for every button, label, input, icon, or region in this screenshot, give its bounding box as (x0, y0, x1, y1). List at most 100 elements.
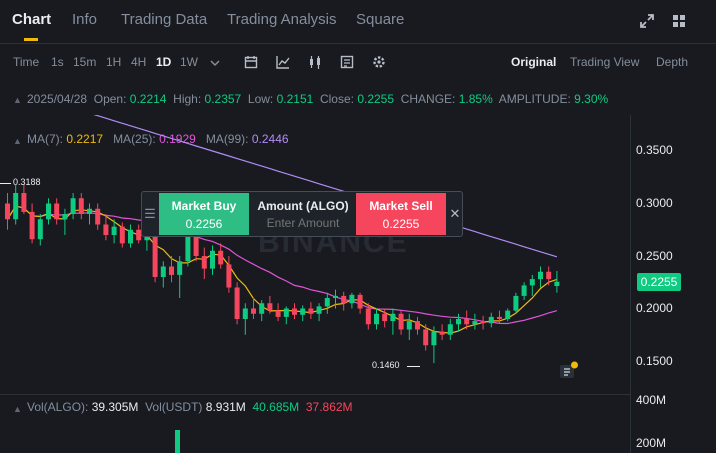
candle-body[interactable] (292, 308, 297, 315)
candle-body[interactable] (488, 316, 494, 324)
candle-body[interactable] (316, 306, 322, 314)
candle-body[interactable] (308, 308, 314, 314)
candle-body[interactable] (5, 203, 10, 220)
candle-body[interactable] (185, 235, 191, 262)
candle-body[interactable] (423, 329, 429, 346)
candle-body[interactable] (95, 208, 101, 225)
price-alert-icon[interactable] (559, 361, 579, 381)
candle-body[interactable] (398, 313, 404, 330)
candle-body[interactable] (37, 219, 43, 240)
market-sell-button[interactable]: Market Sell 0.2255 (356, 193, 446, 235)
candle-body[interactable] (480, 321, 486, 324)
candle-body[interactable] (54, 203, 60, 220)
candle-body[interactable] (505, 310, 511, 319)
candle-body[interactable] (357, 294, 363, 309)
candle-body[interactable] (78, 198, 84, 214)
candle-body[interactable] (341, 295, 347, 304)
tab-trading-data[interactable]: Trading Data (121, 11, 208, 28)
calendar-icon[interactable] (243, 54, 259, 70)
amount-input[interactable] (253, 216, 353, 230)
candle-body[interactable] (226, 264, 232, 288)
candle-body[interactable] (119, 226, 125, 244)
candle-body[interactable] (415, 321, 420, 330)
candle-body[interactable] (538, 271, 543, 280)
indicator-icon[interactable] (275, 54, 291, 70)
chevron-down-icon[interactable] (210, 59, 220, 67)
candle-type-icon[interactable] (307, 54, 323, 70)
view-depth[interactable]: Depth (656, 55, 689, 69)
candle-body[interactable] (87, 208, 92, 214)
candle-body[interactable] (390, 313, 396, 322)
candle-body[interactable] (177, 261, 183, 275)
candle-body[interactable] (431, 331, 437, 346)
candle-body[interactable] (406, 321, 412, 330)
candle-body[interactable] (529, 279, 535, 286)
candle-body[interactable] (193, 235, 199, 256)
fullscreen-icon[interactable] (639, 13, 655, 29)
candle-body[interactable] (513, 295, 519, 311)
candle-body[interactable] (111, 226, 117, 235)
candle-body[interactable] (546, 271, 552, 280)
interval-15m[interactable]: 15m (73, 55, 97, 69)
candle-body[interactable] (251, 308, 256, 314)
candle-body[interactable] (218, 250, 224, 265)
candle-body[interactable] (259, 303, 265, 314)
candle-body[interactable] (497, 316, 502, 319)
layout-grid-icon[interactable] (671, 13, 687, 29)
interval-1s[interactable]: 1s (51, 55, 64, 69)
candle-body[interactable] (439, 331, 445, 335)
candle-body[interactable] (374, 313, 379, 325)
candle-body[interactable] (144, 235, 150, 241)
interval-1h[interactable]: 1H (106, 55, 122, 69)
candle-body[interactable] (464, 319, 470, 325)
candle-body[interactable] (46, 203, 51, 220)
tab-trading-analysis[interactable]: Trading Analysis (227, 11, 337, 28)
candle-body[interactable] (554, 281, 560, 287)
candle-body[interactable] (472, 321, 478, 325)
tab-info[interactable]: Info (72, 11, 98, 28)
candle-body[interactable] (333, 295, 338, 298)
drag-handle-icon[interactable]: ☰ (144, 206, 156, 221)
candle-body[interactable] (201, 256, 207, 269)
market-buy-button[interactable]: Market Buy 0.2256 (159, 193, 249, 235)
view-original[interactable]: Original (511, 55, 557, 69)
candle-body[interactable] (456, 319, 461, 325)
candle-body[interactable] (300, 308, 306, 315)
candle-body[interactable] (62, 214, 68, 220)
candle-body[interactable] (234, 287, 240, 320)
candle-body[interactable] (152, 235, 158, 277)
collapse-caret-icon[interactable]: ▲ (13, 95, 22, 105)
candle-body[interactable] (267, 303, 273, 311)
ma-collapse-caret-icon[interactable]: ▲ (13, 136, 22, 146)
candle-body[interactable] (283, 308, 289, 317)
candle-body[interactable] (70, 198, 76, 214)
candle-body[interactable] (21, 193, 27, 212)
close-icon[interactable]: ✕ (449, 206, 461, 221)
template-icon[interactable] (339, 54, 355, 70)
candle-body[interactable] (29, 211, 35, 240)
interval-1w[interactable]: 1W (180, 55, 198, 69)
candle-body[interactable] (210, 250, 215, 269)
candle-body[interactable] (169, 266, 174, 275)
candle-body[interactable] (382, 313, 388, 322)
volume-collapse-caret-icon[interactable]: ▲ (13, 404, 22, 414)
price-axis[interactable]: 0.3500 0.3000 0.2500 0.2000 0.1500 0.225… (630, 115, 716, 453)
interval-4h[interactable]: 4H (131, 55, 147, 69)
candle-body[interactable] (324, 298, 330, 307)
view-trading-view[interactable]: Trading View (570, 55, 640, 69)
candle-body[interactable] (275, 310, 281, 317)
candle-body[interactable] (349, 294, 355, 304)
candle-body[interactable] (447, 324, 453, 335)
tab-chart[interactable]: Chart (12, 11, 52, 28)
candle-body[interactable] (103, 224, 109, 236)
candle-body[interactable] (128, 229, 133, 244)
candle-body[interactable] (160, 266, 166, 278)
candle-body[interactable] (13, 193, 19, 220)
candle-body[interactable] (521, 285, 527, 296)
interval-time[interactable]: Time (13, 55, 40, 69)
tab-square[interactable]: Square (356, 11, 405, 28)
settings-icon[interactable] (371, 54, 387, 70)
candle-body[interactable] (136, 229, 142, 241)
candle-body[interactable] (242, 308, 248, 320)
interval-1d[interactable]: 1D (156, 55, 172, 69)
